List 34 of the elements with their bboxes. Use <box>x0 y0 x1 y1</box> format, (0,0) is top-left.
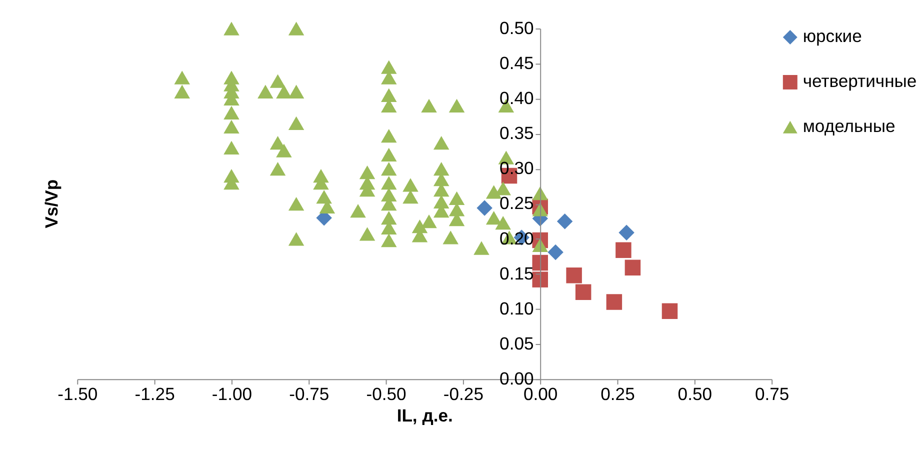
x-tick-label: 0.50 <box>678 384 712 404</box>
point <box>532 254 548 271</box>
point <box>575 284 592 300</box>
point <box>566 267 582 284</box>
x-tick-label: -0.50 <box>366 384 407 404</box>
y-tick-label: 0.10 <box>500 298 534 318</box>
point <box>606 294 622 310</box>
x-tick-label: -1.50 <box>58 384 98 404</box>
point <box>556 213 573 230</box>
point <box>618 224 634 240</box>
point <box>548 244 564 260</box>
x-tick-label: -1.25 <box>134 384 176 404</box>
y-tick-label: 0.15 <box>500 263 534 284</box>
legend-label: модельные <box>802 116 896 136</box>
x-axis-title: IL, д.е. <box>396 406 453 426</box>
x-tick-label: -1.00 <box>212 384 252 404</box>
y-axis-title: Vs/Vp <box>42 179 62 228</box>
y-tick-label: 0.05 <box>500 333 534 354</box>
y-tick-label: 0.45 <box>500 52 534 73</box>
point <box>624 260 641 276</box>
x-tick-label: -0.25 <box>443 384 484 404</box>
x-tick-label: 0.75 <box>754 384 790 404</box>
point <box>476 200 492 216</box>
x-tick-label: -0.75 <box>289 384 330 404</box>
legend-label: юрские <box>802 26 862 46</box>
point <box>662 303 678 319</box>
point <box>616 242 632 258</box>
y-tick-label: 0.35 <box>500 123 534 144</box>
x-tick-label: 0.25 <box>600 384 636 404</box>
y-tick-label: 0.50 <box>500 18 534 38</box>
legend-label: четвертичные <box>802 71 917 92</box>
y-tick-label: 0.30 <box>500 158 534 178</box>
point <box>532 272 548 288</box>
y-tick-label: 0.40 <box>500 88 534 108</box>
